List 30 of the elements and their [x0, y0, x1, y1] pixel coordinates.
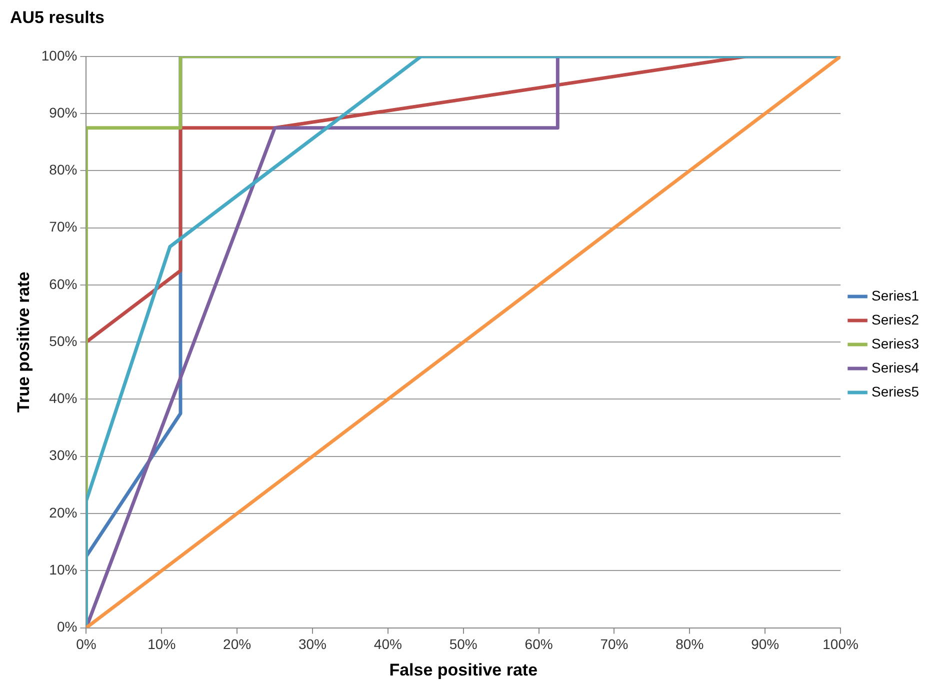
- legend-label: Series4: [872, 359, 920, 376]
- x-tick-label: 90%: [751, 636, 780, 652]
- x-tick-label: 80%: [676, 636, 704, 652]
- y-tick-label: 100%: [41, 47, 78, 64]
- chart-title: AU5 results: [10, 8, 104, 27]
- legend-label: Series1: [872, 287, 920, 304]
- y-tick-label: 40%: [49, 390, 78, 406]
- x-tick-label: 70%: [600, 636, 628, 652]
- x-tick-label: 60%: [524, 636, 553, 652]
- y-tick-label: 30%: [49, 447, 78, 464]
- y-tick-label: 0%: [56, 618, 78, 635]
- x-tick-label: 30%: [298, 636, 327, 652]
- y-tick-label: 20%: [49, 504, 78, 520]
- x-tick-label: 20%: [223, 636, 252, 652]
- legend-label: Series5: [872, 383, 920, 400]
- x-tick-label: 0%: [76, 636, 96, 652]
- x-tick-label: 100%: [822, 636, 858, 652]
- y-axis-title: True positive rate: [14, 272, 33, 412]
- x-axis-title: False positive rate: [389, 660, 538, 680]
- y-tick-label: 60%: [49, 276, 78, 292]
- y-tick-label: 10%: [49, 562, 78, 578]
- x-tick-label: 10%: [148, 636, 176, 652]
- y-tick-label: 50%: [49, 332, 78, 349]
- legend-label: Series3: [872, 335, 920, 352]
- y-tick-label: 80%: [49, 162, 78, 178]
- x-tick-label: 40%: [374, 636, 402, 652]
- legend-label: Series2: [872, 311, 920, 328]
- y-tick-label: 90%: [49, 104, 78, 120]
- x-tick-label: 50%: [449, 636, 478, 652]
- y-tick-label: 70%: [49, 218, 78, 235]
